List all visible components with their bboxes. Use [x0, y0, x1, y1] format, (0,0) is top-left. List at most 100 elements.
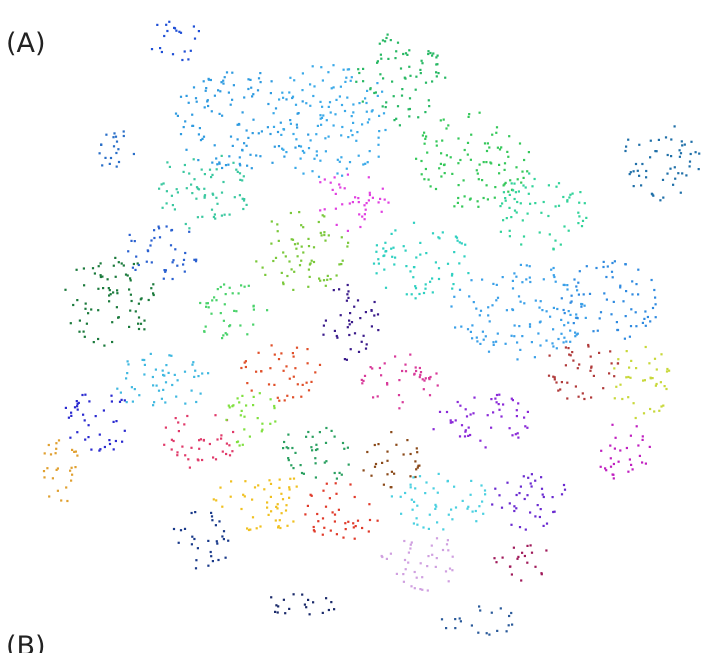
- point: [442, 549, 444, 551]
- point: [108, 300, 110, 302]
- point: [410, 453, 412, 455]
- point: [366, 111, 368, 113]
- point: [362, 80, 364, 82]
- point: [308, 245, 310, 247]
- point: [70, 480, 72, 482]
- point: [625, 263, 627, 265]
- point: [477, 632, 479, 634]
- point: [238, 401, 240, 403]
- point: [239, 172, 241, 174]
- point: [465, 408, 467, 410]
- point: [677, 172, 679, 174]
- point: [351, 134, 353, 136]
- point: [498, 164, 500, 166]
- point: [225, 557, 227, 559]
- point: [478, 505, 480, 507]
- point: [500, 231, 502, 233]
- point: [328, 136, 330, 138]
- point: [346, 245, 348, 247]
- point: [254, 486, 256, 488]
- point: [585, 317, 587, 319]
- point: [609, 350, 611, 352]
- point: [600, 450, 602, 452]
- point: [383, 254, 385, 256]
- point: [292, 396, 294, 398]
- point: [325, 442, 327, 444]
- point: [513, 547, 515, 549]
- point: [213, 498, 215, 500]
- point: [197, 547, 199, 549]
- point: [420, 371, 422, 373]
- point: [296, 124, 298, 126]
- point: [305, 102, 307, 104]
- point: [574, 332, 576, 334]
- point: [436, 521, 438, 523]
- point: [117, 148, 119, 150]
- point: [302, 226, 304, 228]
- point: [409, 547, 411, 549]
- point: [261, 130, 263, 132]
- point: [496, 126, 498, 128]
- point: [484, 489, 486, 491]
- point: [530, 544, 532, 546]
- point: [621, 398, 623, 400]
- point: [48, 495, 50, 497]
- point: [316, 154, 318, 156]
- point: [504, 197, 506, 199]
- point: [274, 611, 276, 613]
- point: [226, 443, 228, 445]
- point: [376, 272, 378, 274]
- point: [76, 431, 78, 433]
- point: [520, 243, 522, 245]
- point: [354, 538, 356, 540]
- point: [644, 310, 646, 312]
- point: [578, 396, 580, 398]
- point: [421, 60, 423, 62]
- point: [175, 396, 177, 398]
- point: [345, 77, 347, 79]
- point: [390, 248, 392, 250]
- point: [329, 101, 331, 103]
- point: [267, 126, 269, 128]
- point: [319, 160, 321, 162]
- point: [266, 309, 268, 311]
- point: [252, 324, 254, 326]
- point: [333, 608, 335, 610]
- point: [143, 328, 145, 330]
- point: [263, 488, 265, 490]
- point: [380, 374, 382, 376]
- point: [380, 58, 382, 60]
- point: [341, 474, 343, 476]
- point: [408, 552, 410, 554]
- point: [412, 509, 414, 511]
- point: [521, 281, 523, 283]
- point: [413, 522, 415, 524]
- point: [172, 204, 174, 206]
- point: [460, 326, 462, 328]
- point: [162, 389, 164, 391]
- point: [199, 127, 201, 129]
- point: [220, 286, 222, 288]
- point: [336, 337, 338, 339]
- point: [298, 145, 300, 147]
- point: [650, 140, 652, 142]
- point: [282, 128, 284, 130]
- point: [566, 382, 568, 384]
- point: [325, 285, 327, 287]
- point: [497, 297, 499, 299]
- point: [292, 352, 294, 354]
- point: [123, 135, 125, 137]
- point: [636, 425, 638, 427]
- point: [382, 247, 384, 249]
- point: [172, 259, 174, 261]
- point: [270, 510, 272, 512]
- point: [251, 499, 253, 501]
- point: [97, 338, 99, 340]
- point: [201, 372, 203, 374]
- point: [70, 322, 72, 324]
- point: [336, 533, 338, 535]
- point: [639, 455, 641, 457]
- point: [531, 341, 533, 343]
- point: [313, 85, 315, 87]
- point: [437, 384, 439, 386]
